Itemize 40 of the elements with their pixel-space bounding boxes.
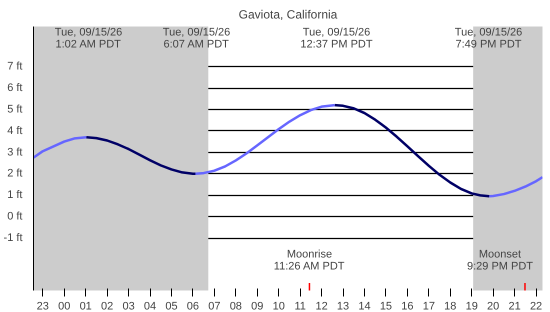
y-tick-label: 1 ft [7, 189, 23, 202]
ref-line-label: Moonset 9:29 PM PDT [466, 248, 534, 272]
x-tick-label: 21 [508, 300, 521, 312]
x-tick-label: 11 [294, 300, 306, 312]
x-tick-label: 07 [208, 300, 220, 312]
x-tick-label: 23 [36, 300, 49, 312]
y-tick-label: 0 ft [7, 210, 23, 223]
annotation: Tue, 09/15/26 12:37 PM PDT [300, 26, 373, 50]
x-tick-label: 04 [144, 300, 156, 312]
x-tick-label: 00 [58, 300, 70, 312]
x-tick-label: 14 [358, 300, 371, 312]
x-tick-label: 16 [401, 300, 414, 312]
x-tick-label: 09 [251, 300, 264, 312]
y-tick-label: 4 ft [7, 124, 23, 137]
x-tick-label: 05 [165, 300, 178, 312]
y-tick-label: 3 ft [7, 146, 23, 158]
annotation: Tue, 09/15/26 6:07 AM PDT [162, 26, 230, 50]
y-tick-label: 2 ft [7, 168, 23, 180]
x-tick-label: 18 [444, 300, 456, 312]
x-tick-label: 08 [230, 300, 242, 312]
x-tick-label: 02 [101, 300, 114, 312]
x-tick-label: 20 [487, 300, 500, 312]
x-tick-label: 03 [122, 300, 135, 312]
y-tick-label: 6 ft [7, 82, 23, 94]
x-tick-label: 06 [186, 300, 200, 312]
y-tick-label: 7 ft [7, 60, 23, 73]
annotation: Tue, 09/15/26 7:49 PM PDT [454, 26, 522, 50]
x-tick-label: 13 [336, 300, 350, 312]
x-tick-label: 22 [530, 300, 542, 312]
ref-line-label: Moonrise 11:26 AM PDT [274, 248, 345, 272]
y-tick-label: -1 ft [4, 232, 23, 244]
y-tick-label: 5 ft [7, 103, 23, 116]
x-tick-label: 01 [80, 300, 92, 312]
x-tick-label: 12 [315, 300, 328, 312]
x-tick-label: 19 [466, 300, 478, 312]
x-tick-label: 17 [422, 300, 435, 312]
x-tick-label: 15 [380, 300, 392, 312]
x-tick-label: 10 [272, 300, 285, 312]
annotation: Tue, 09/15/26 1:02 AM PDT [54, 26, 122, 50]
chart-title: Gaviota, California [238, 8, 338, 22]
